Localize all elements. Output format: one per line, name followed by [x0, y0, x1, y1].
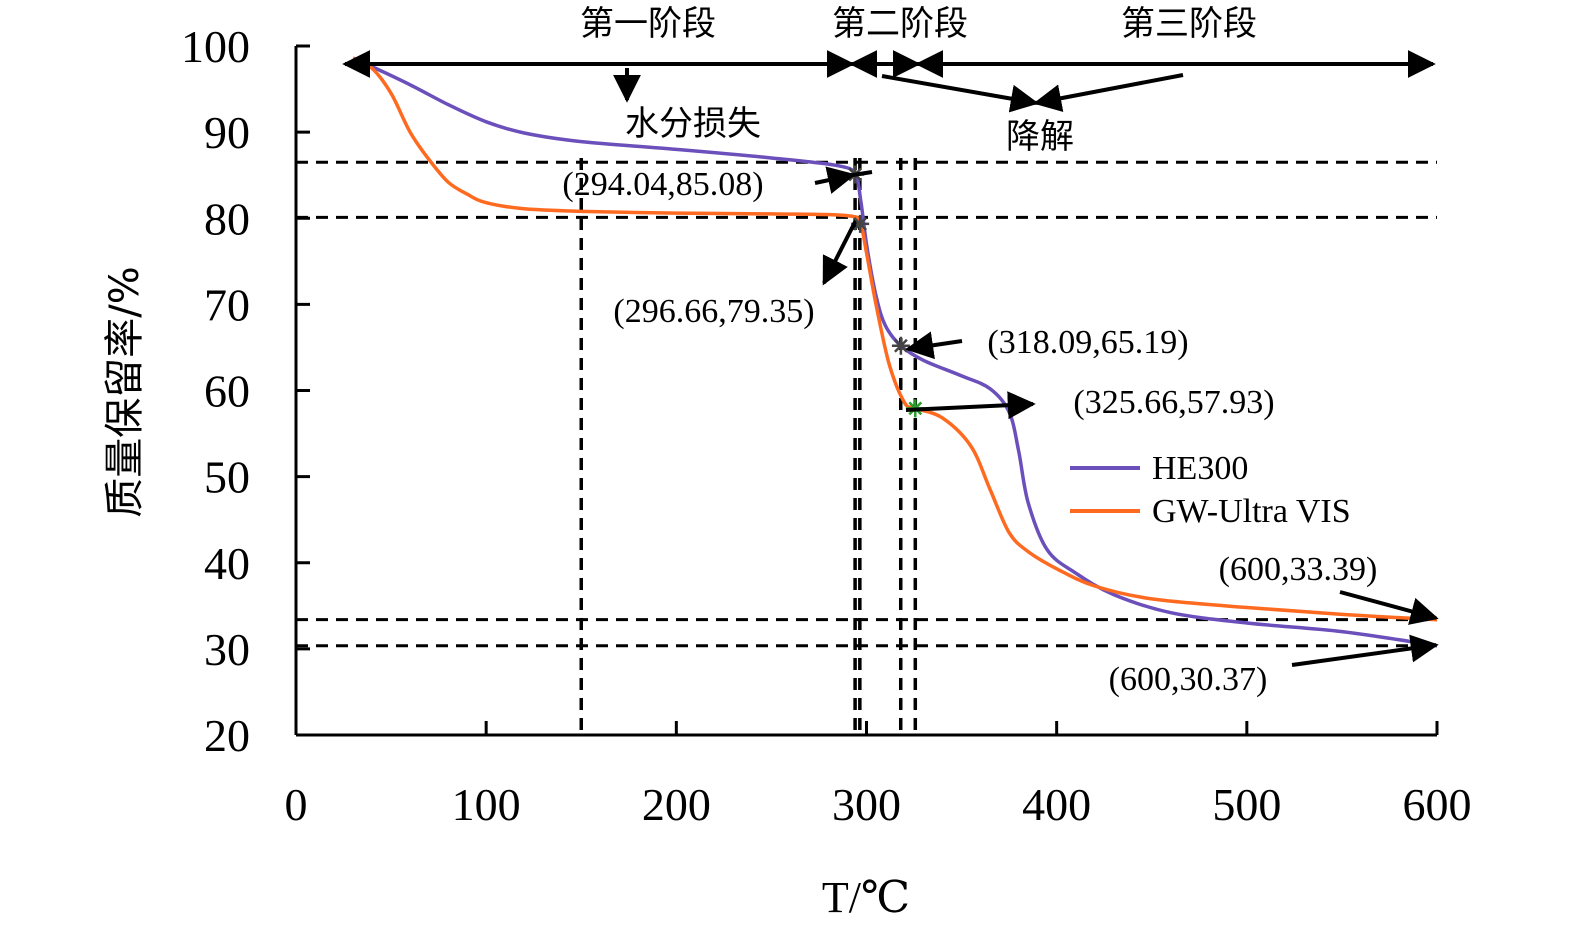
y-tick-label: 100: [181, 21, 250, 72]
y-tick-label: 70: [204, 279, 250, 330]
y-tick-label: 80: [204, 193, 250, 244]
annotation-p5: (600,33.39): [1219, 551, 1378, 588]
x-axis-title: T/℃: [822, 873, 910, 922]
phase-arrows: [342, 50, 1436, 113]
x-tick-label: 300: [832, 779, 901, 830]
reference-lines: [296, 158, 1437, 735]
y-tick-label: 50: [204, 452, 250, 503]
stage1-label: 第一阶段: [580, 4, 716, 44]
degradation-label: 降解: [1006, 117, 1074, 157]
legend-label-gw-ultra-vis: GW-Ultra VIS: [1152, 493, 1351, 530]
degradation-arrow-left: [881, 74, 1039, 113]
p1-arrow-to-point: [852, 170, 873, 177]
annotation-p6: (600,30.37): [1109, 661, 1268, 698]
annotation-p3: (318.09,65.19): [987, 324, 1188, 361]
x-tick-label: 500: [1212, 779, 1281, 830]
series-group: [352, 56, 1438, 648]
x-tick-label: 200: [642, 779, 711, 830]
annotation-p2: (296.66,79.35): [613, 293, 814, 330]
y-tick-label: 90: [204, 107, 250, 158]
p2-arrow: [822, 221, 857, 286]
p5-arrow: [1339, 590, 1439, 625]
point-marker: [891, 336, 910, 355]
degradation-arrow-right: [1033, 73, 1184, 113]
x-tick-label: 400: [1022, 779, 1091, 830]
y-axis-title: 质量保留率/%: [102, 266, 148, 517]
y-tick-label: 20: [204, 710, 250, 761]
annotation-p1: (294.04,85.08): [562, 166, 763, 203]
water-loss-label: 水分损失: [625, 104, 761, 144]
legend-label-he300: HE300: [1152, 450, 1248, 487]
stage2-label: 第二阶段: [832, 4, 968, 44]
x-tick-label: 600: [1403, 779, 1472, 830]
point-markers: [846, 165, 925, 418]
p3-arrow: [905, 331, 963, 360]
stage3-label: 第三阶段: [1121, 4, 1257, 44]
p1-arrow: [814, 166, 856, 194]
y-tick-label: 60: [204, 366, 250, 417]
y-tick-label: 30: [204, 624, 250, 675]
legend: HE300 GW-Ultra VIS: [1070, 450, 1351, 530]
series-line-gw-ultra-vis: [352, 56, 1438, 622]
p4-arrow: [905, 391, 1036, 420]
annotation-p4: (325.66,57.93): [1073, 384, 1274, 421]
p6-arrow: [1291, 634, 1439, 667]
point-marker: [851, 214, 870, 233]
y-tick-label: 40: [204, 538, 250, 589]
ticks: 0 100 200 300 400 500 600 20 30 40 50 60 70 80 90 100: [181, 21, 1472, 830]
x-tick-label: 0: [285, 779, 308, 830]
x-tick-label: 100: [452, 779, 521, 830]
annotation-arrows: [814, 166, 1439, 667]
